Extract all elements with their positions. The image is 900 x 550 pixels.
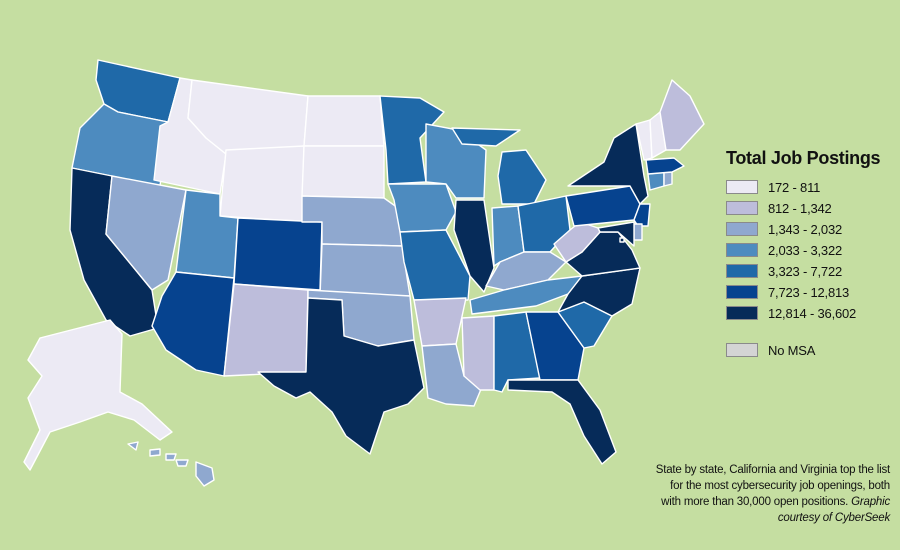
legend-item-no-msa: No MSA bbox=[726, 340, 896, 360]
legend-label: 12,814 - 36,602 bbox=[768, 305, 857, 321]
legend-label: 172 - 811 bbox=[768, 179, 821, 195]
map-legend: Total Job Postings 172 - 811 812 - 1,342 1… bbox=[726, 148, 896, 361]
state-IL bbox=[453, 199, 495, 293]
legend-item: 2,033 - 3,322 bbox=[726, 240, 896, 260]
legend-item: 1,343 - 2,032 bbox=[726, 219, 896, 239]
state-TX bbox=[257, 297, 425, 455]
legend-item: 172 - 811 bbox=[726, 177, 896, 197]
state-PA bbox=[565, 185, 641, 227]
state-DE bbox=[633, 223, 643, 241]
state-AR bbox=[413, 297, 467, 347]
state-MN bbox=[379, 95, 445, 185]
state-LA bbox=[421, 343, 485, 407]
state-MS bbox=[461, 315, 495, 391]
legend-item: 3,323 - 7,722 bbox=[726, 261, 896, 281]
state-NV bbox=[105, 175, 187, 291]
state-NM bbox=[223, 283, 309, 377]
state-WY bbox=[219, 145, 305, 223]
state-MA bbox=[645, 157, 685, 175]
legend-swatch bbox=[726, 243, 758, 257]
legend-swatch bbox=[726, 180, 758, 194]
state-CO bbox=[233, 217, 323, 291]
state-ME bbox=[659, 79, 705, 151]
legend-item: 7,723 - 12,813 bbox=[726, 282, 896, 302]
states-layer bbox=[23, 59, 705, 487]
state-DC bbox=[619, 237, 625, 243]
state-CT bbox=[647, 171, 665, 191]
map-caption: State by state, California and Virginia … bbox=[650, 462, 890, 526]
state-KS bbox=[319, 243, 411, 297]
legend-label: 812 - 1,342 bbox=[768, 200, 832, 216]
legend-swatch bbox=[726, 306, 758, 320]
state-MD bbox=[597, 221, 635, 247]
state-IA bbox=[387, 183, 457, 233]
legend-item: 812 - 1,342 bbox=[726, 198, 896, 218]
state-AZ bbox=[151, 271, 235, 377]
state-FL bbox=[507, 379, 617, 465]
state-HI bbox=[127, 441, 215, 487]
legend-swatch bbox=[726, 222, 758, 236]
state-AK bbox=[23, 319, 173, 471]
state-MO bbox=[399, 229, 471, 301]
legend-label: 2,033 - 3,322 bbox=[768, 242, 843, 258]
state-SD bbox=[301, 145, 385, 199]
state-RI bbox=[663, 171, 673, 187]
legend-label: 7,723 - 12,813 bbox=[768, 284, 850, 300]
legend-swatch bbox=[726, 201, 758, 215]
state-ND bbox=[303, 95, 385, 147]
state-NY bbox=[567, 123, 649, 205]
legend-label: 3,323 - 7,722 bbox=[768, 263, 843, 279]
legend-label: No MSA bbox=[768, 342, 816, 358]
legend-title: Total Job Postings bbox=[726, 148, 881, 168]
legend-swatch bbox=[726, 343, 758, 357]
legend-swatch bbox=[726, 285, 758, 299]
legend-item: 12,814 - 36,602 bbox=[726, 303, 896, 323]
caption-text: State by state, California and Virginia … bbox=[655, 464, 890, 508]
legend-label: 1,343 - 2,032 bbox=[768, 221, 843, 237]
legend-swatch bbox=[726, 264, 758, 278]
state-NC bbox=[557, 267, 641, 317]
caption-credit: Graphic courtesy of CyberSeek bbox=[777, 496, 890, 524]
state-NJ bbox=[633, 203, 651, 227]
